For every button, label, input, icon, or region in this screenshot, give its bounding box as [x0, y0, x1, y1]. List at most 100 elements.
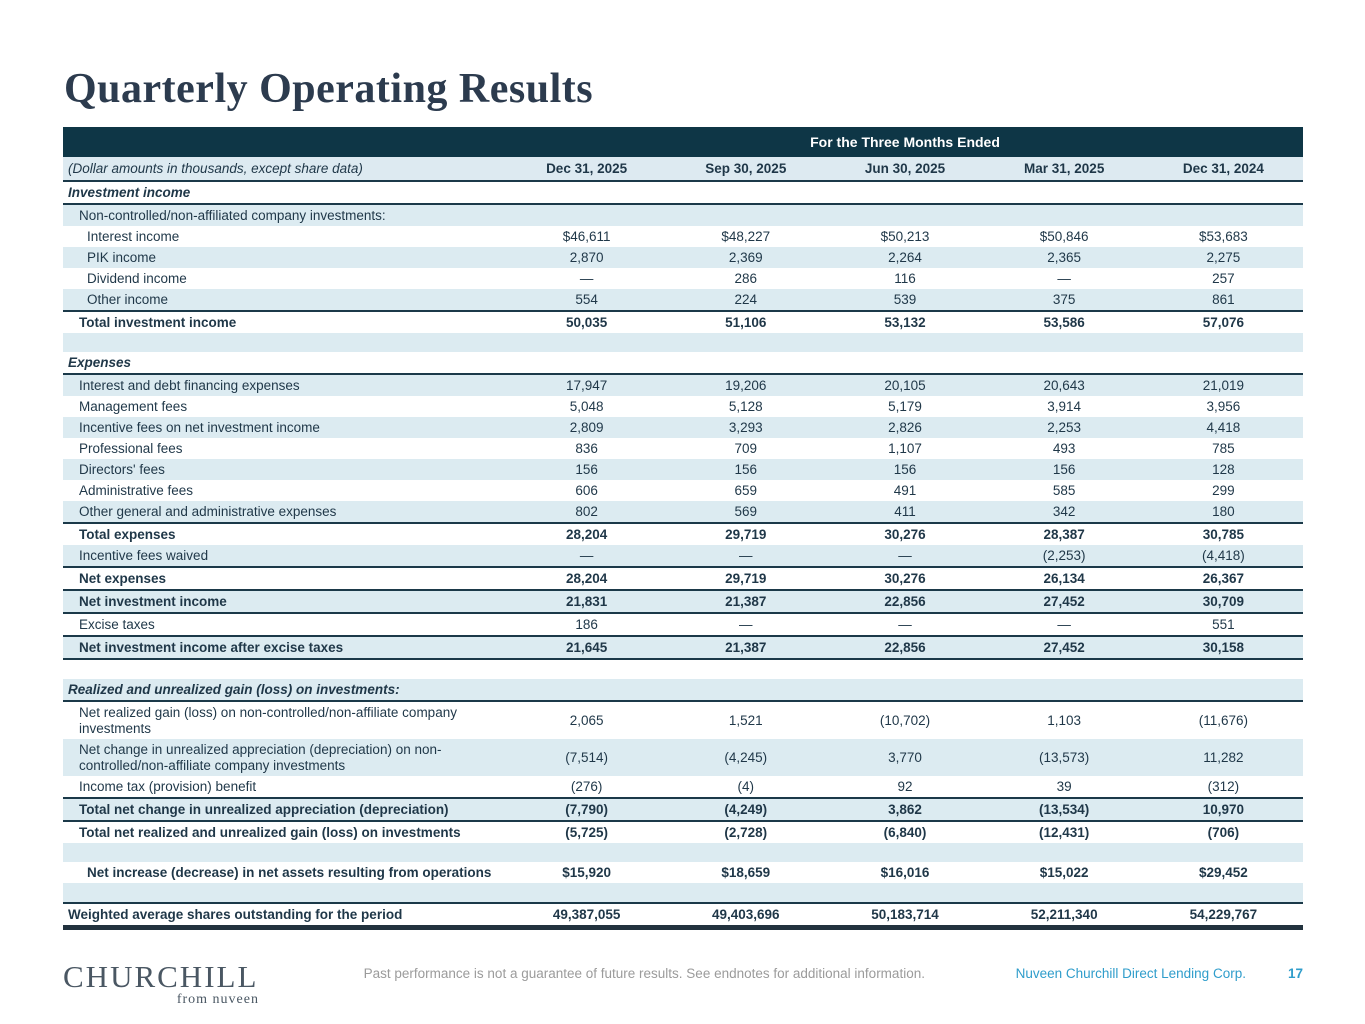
row-label: Net increase (decrease) in net assets re… — [87, 864, 492, 880]
spacer-row — [63, 843, 1303, 863]
cell-value: 20,643 — [984, 374, 1144, 397]
cell-value: 49,403,696 — [666, 902, 826, 928]
cell-value: 30,709 — [1143, 589, 1303, 615]
churchill-logo: CHURCHILL from nuveen — [63, 959, 283, 1008]
cell-value: $16,016 — [880, 864, 930, 880]
cell-value: 2,264 — [825, 247, 985, 269]
cell-value — [825, 181, 985, 206]
cell-value — [825, 679, 985, 703]
row-label — [63, 883, 508, 904]
row-label: Non-controlled/non-affiliated company in… — [63, 204, 508, 227]
row-label: Incentive fees on net investment income — [63, 417, 508, 439]
table-row: Total net realized and unrealized gain (… — [63, 821, 1303, 843]
banner-title: For the Three Months Ended — [507, 127, 1303, 158]
cell-value: 28,204 — [507, 566, 667, 591]
cell-value: 28,204 — [507, 522, 667, 546]
cell-value — [825, 883, 985, 904]
cell-value: 21,387 — [666, 589, 826, 615]
logo-wordmark: CHURCHILL — [63, 959, 259, 994]
cell-value: 30,785 — [1143, 522, 1303, 546]
cell-value: 3,914 — [1047, 398, 1082, 414]
cell-value: (13,573) — [984, 739, 1144, 777]
cell-value: (12,431) — [1039, 824, 1090, 840]
row-label: Investment income — [63, 181, 508, 206]
row-label: Income tax (provision) benefit — [79, 778, 257, 794]
cell-value — [507, 679, 667, 703]
table-row: Investment income — [63, 181, 1303, 206]
cell-value — [1143, 352, 1303, 376]
cell-value: 299 — [1212, 482, 1235, 498]
cell-value — [825, 352, 985, 376]
cell-value: (6,840) — [883, 824, 927, 840]
table-row: Realized and unrealized gain (loss) on i… — [63, 679, 1303, 703]
table-row: Weighted average shares outstanding for … — [63, 902, 1303, 928]
cell-value: 17,947 — [507, 374, 667, 397]
cell-value: 20,105 — [825, 374, 985, 397]
cell-value: 2,365 — [984, 247, 1144, 269]
table-row: Non-controlled/non-affiliated company in… — [63, 204, 1303, 227]
table-row: Net increase (decrease) in net assets re… — [63, 862, 1303, 883]
cell-value: — — [579, 270, 594, 286]
cell-value: (276) — [570, 778, 603, 794]
cell-value: 156 — [984, 459, 1144, 481]
cell-value — [825, 659, 984, 679]
cell-value: 342 — [984, 501, 1144, 524]
cell-value — [1143, 333, 1303, 353]
cell-value — [825, 843, 985, 863]
cell-value: $53,683 — [1198, 228, 1248, 244]
cell-value: 186 — [575, 616, 598, 632]
table-row: Expenses — [63, 352, 1303, 376]
column-header: Mar 31, 2025 — [984, 157, 1144, 183]
cell-value: 50,035 — [507, 310, 667, 334]
table-row: Net realized gain (loss) on non-controll… — [63, 701, 1303, 739]
row-label: Other income — [63, 289, 508, 312]
row-label: Administrative fees — [79, 482, 194, 498]
cell-value: 1,521 — [728, 712, 763, 728]
table-row: Management fees 5,048 5,128 5,179 3,914 3,956 — [63, 396, 1303, 417]
row-label: Dividend income — [87, 270, 187, 286]
column-header-row: (Dollar amounts in thousands, except sha… — [63, 157, 1303, 183]
cell-value: 11,282 — [1143, 739, 1303, 777]
table-row: Administrative fees 606 659 491 585 299 — [63, 480, 1303, 501]
cell-value: (2,728) — [724, 824, 768, 840]
cell-value: 156 — [507, 459, 667, 481]
cell-value: (7,514) — [507, 739, 667, 777]
cell-value — [1143, 679, 1303, 703]
cell-value: 29,719 — [666, 522, 826, 546]
table-row: Incentive fees on net investment income 2… — [63, 417, 1303, 439]
cell-value: 375 — [984, 289, 1144, 312]
cell-value: 50,183,714 — [825, 902, 985, 928]
cell-value — [666, 659, 825, 679]
cell-value: 659 — [734, 482, 758, 498]
row-label: Other general and administrative expense… — [63, 501, 508, 524]
cell-value — [507, 352, 667, 376]
cell-value: 128 — [1143, 459, 1303, 481]
table-body: Investment income Non-controlled/non-affi… — [63, 181, 1303, 928]
cell-value: (5,725) — [565, 824, 608, 840]
row-label: Total investment income — [63, 310, 508, 334]
cell-value: 28,387 — [984, 522, 1144, 546]
table-banner-row: For the Three Months Ended — [63, 127, 1303, 158]
cell-value: 156 — [825, 459, 985, 481]
table-row: Total expenses 28,204 29,719 30,276 28,387 30… — [63, 522, 1303, 546]
table-row: Interest income $46,611 $48,227 $50,213 $50,… — [63, 226, 1303, 247]
cell-value: $15,022 — [1039, 864, 1089, 880]
cell-value: 2,275 — [1143, 247, 1303, 269]
row-label: Total expenses — [63, 522, 508, 546]
cell-value: 51,106 — [666, 310, 826, 334]
cell-value — [984, 883, 1144, 904]
cell-value: 2,826 — [825, 417, 985, 439]
cell-value: 22,856 — [825, 589, 985, 615]
cell-value — [666, 679, 826, 703]
cell-value: 52,211,340 — [984, 902, 1144, 928]
cell-value: 49,387,055 — [507, 902, 667, 928]
row-label — [63, 659, 507, 679]
cell-value — [985, 659, 1144, 679]
cell-value: 491 — [893, 482, 917, 498]
cell-value: 10,970 — [1143, 797, 1303, 823]
cell-value: 27,452 — [984, 635, 1144, 661]
cell-value — [507, 883, 667, 904]
cell-value — [666, 883, 826, 904]
cell-value: (10,702) — [879, 712, 931, 728]
spacer-row — [63, 883, 1303, 904]
